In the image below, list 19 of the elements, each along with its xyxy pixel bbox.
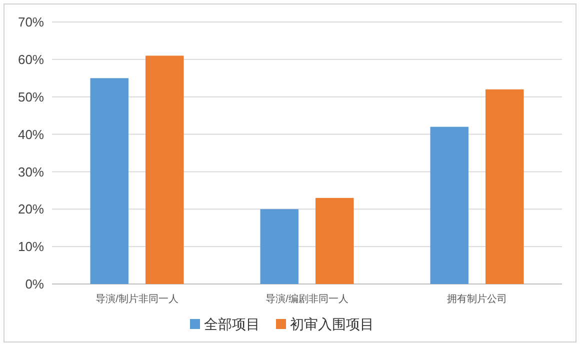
legend-label: 初审入围项目: [290, 316, 374, 332]
y-tick-label: 10%: [18, 239, 44, 254]
bar: [486, 89, 524, 284]
y-tick-label: 50%: [18, 89, 44, 104]
bar: [316, 198, 354, 284]
y-tick-label: 0%: [25, 276, 44, 292]
bar: [90, 78, 128, 284]
x-tick-label: 拥有制片公司: [447, 293, 507, 305]
y-tick-label: 30%: [18, 164, 44, 180]
legend-label: 全部项目: [204, 316, 260, 332]
y-tick-label: 70%: [18, 14, 44, 30]
bar: [260, 209, 298, 284]
bar: [430, 126, 468, 284]
y-tick-label: 60%: [18, 52, 44, 67]
bar: [146, 56, 184, 284]
y-tick-label: 20%: [18, 202, 44, 217]
x-tick-label: 导演/制片非同一人: [96, 293, 178, 305]
y-tick-label: 40%: [18, 126, 44, 142]
x-tick-label: 导演/编剧非同一人: [266, 293, 348, 305]
